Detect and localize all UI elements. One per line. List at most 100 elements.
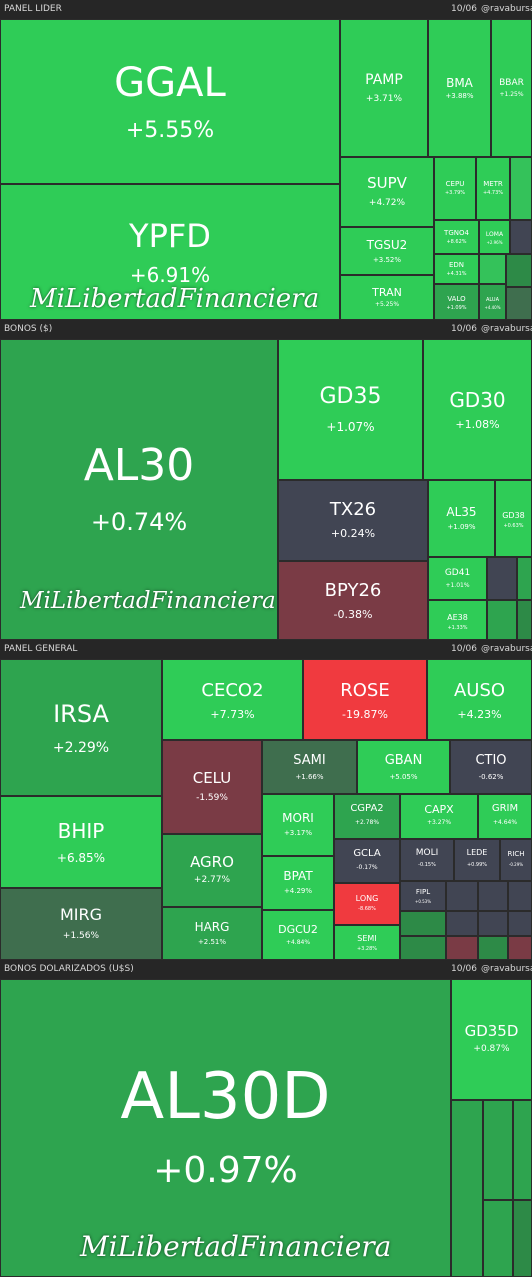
tile-celu[interactable]: CELU -1.59% <box>162 740 262 834</box>
tile-gd38[interactable]: GD38 +0.63% <box>495 480 532 557</box>
tile-capx[interactable]: CAPX +3.27% <box>400 794 478 839</box>
tile-alua[interactable]: ALUA +4.40% <box>479 284 506 320</box>
tile-small[interactable] <box>483 1200 513 1277</box>
panel-header: PANEL LIDER 10/06 @ravabursatil <box>0 0 532 19</box>
tile-loma[interactable]: LOMA +2.96% <box>479 220 510 254</box>
tile-small[interactable] <box>487 557 517 600</box>
panel-general: PANEL GENERAL 10/06 @ravabursatil IRSA +… <box>0 640 532 960</box>
tile-small[interactable] <box>400 911 446 936</box>
tile-bbar[interactable]: BBAR +1.25% <box>491 19 532 157</box>
tile-auso[interactable]: AUSO +4.23% <box>427 659 532 740</box>
tile-ae38[interactable]: AE38 +1.33% <box>428 600 487 640</box>
tile-ticker: AUSO <box>453 680 506 701</box>
tile-rich[interactable]: RICH -0.29% <box>500 839 532 881</box>
tile-small[interactable] <box>483 1100 513 1200</box>
tile-small[interactable] <box>400 936 446 960</box>
tile-mori[interactable]: MORI +3.17% <box>262 794 334 856</box>
tile-small[interactable] <box>517 557 532 600</box>
tile-mirg[interactable]: MIRG +1.56% <box>0 888 162 960</box>
tile-agro[interactable]: AGRO +2.77% <box>162 834 262 907</box>
tile-bhip[interactable]: BHIP +6.85% <box>0 796 162 888</box>
tile-edn[interactable]: EDN +4.31% <box>434 254 479 284</box>
tile-bpat[interactable]: BPAT +4.29% <box>262 856 334 910</box>
tile-small[interactable] <box>478 881 508 911</box>
tile-fipl[interactable]: FIPL +0.53% <box>400 881 446 911</box>
tile-small[interactable] <box>510 220 532 254</box>
tile-tgno4[interactable]: TGNO4 +8.62% <box>434 220 479 254</box>
tile-gd41[interactable]: GD41 +1.01% <box>428 557 487 600</box>
heatmap-area: GGAL +5.55% YPFD +6.91% PAMP +3.71% BMA … <box>0 19 532 320</box>
tile-al35[interactable]: AL35 +1.09% <box>428 480 495 557</box>
tile-gd30[interactable]: GD30 +1.08% <box>423 339 532 480</box>
tile-tran[interactable]: TRAN +5.25% <box>340 275 434 320</box>
panel-date: 10/06 <box>451 964 477 974</box>
panel-title: BONOS ($) <box>4 324 53 334</box>
tile-ticker: GD35 <box>319 384 382 409</box>
tile-ceco2[interactable]: CECO2 +7.73% <box>162 659 303 740</box>
tile-ticker: MIRG <box>59 905 103 924</box>
tile-dgcu2[interactable]: DGCU2 +4.84% <box>262 910 334 960</box>
tile-tx26[interactable]: TX26 +0.24% <box>278 480 428 561</box>
tile-al30[interactable]: AL30 +0.74% <box>0 339 278 640</box>
tile-rose[interactable]: ROSE -19.87% <box>303 659 427 740</box>
tile-ticker: AL30 <box>83 440 195 491</box>
tile-ticker: TRAN <box>372 286 402 299</box>
tile-moli[interactable]: MOLI -0.15% <box>400 839 454 881</box>
tile-irsa[interactable]: IRSA +2.29% <box>0 659 162 796</box>
tile-small[interactable] <box>506 254 532 287</box>
tile-ticker: BMA <box>446 76 473 90</box>
tile-ticker: CELU <box>192 769 232 787</box>
tile-harg[interactable]: HARG +2.51% <box>162 907 262 960</box>
tile-small[interactable] <box>506 287 532 320</box>
tile-tgsu2[interactable]: TGSU2 +3.52% <box>340 227 434 275</box>
tile-small[interactable] <box>487 600 517 640</box>
tile-change: +4.23% <box>457 708 502 721</box>
tile-metr[interactable]: METR +4.73% <box>476 157 510 220</box>
tile-pamp[interactable]: PAMP +3.71% <box>340 19 428 157</box>
tile-valo[interactable]: VALO +1.09% <box>434 284 479 320</box>
tile-ticker: HARG <box>194 920 230 934</box>
tile-bpy26[interactable]: BPY26 -0.38% <box>278 561 428 640</box>
tile-small[interactable] <box>517 600 532 640</box>
tile-sami[interactable]: SAMI +1.66% <box>262 740 357 794</box>
tile-change: +4.29% <box>283 887 313 895</box>
tile-supv[interactable]: SUPV +4.72% <box>340 157 434 227</box>
tile-gd35[interactable]: GD35 +1.07% <box>278 339 423 480</box>
tile-small[interactable] <box>508 881 532 911</box>
tile-small[interactable] <box>513 1200 532 1277</box>
tile-cepu[interactable]: CEPU +3.79% <box>434 157 476 220</box>
tile-grim[interactable]: GRIM +4.64% <box>478 794 532 839</box>
tile-ticker: SUPV <box>367 174 407 192</box>
tile-small[interactable] <box>478 911 508 936</box>
tile-ggal[interactable]: GGAL +5.55% <box>0 19 340 184</box>
tile-ticker: BHIP <box>57 819 105 843</box>
tile-semi[interactable]: SEMI +3.28% <box>334 925 400 960</box>
tile-small[interactable] <box>446 881 478 911</box>
tile-small[interactable] <box>508 936 532 960</box>
tile-small[interactable] <box>479 254 506 284</box>
tile-gban[interactable]: GBAN +5.05% <box>357 740 450 794</box>
tile-cgpa2[interactable]: CGPA2 +2.78% <box>334 794 400 839</box>
tile-change: -0.62% <box>478 773 504 781</box>
panel-title: PANEL GENERAL <box>4 644 78 654</box>
tile-ticker: AGRO <box>190 853 234 871</box>
tile-ypfd[interactable]: YPFD +6.91% <box>0 184 340 320</box>
tile-ctio[interactable]: CTIO -0.62% <box>450 740 532 794</box>
tile-ticker: AL30D <box>120 1060 331 1134</box>
tile-long[interactable]: LONG -8.68% <box>334 883 400 925</box>
tile-ticker: MORI <box>282 811 314 825</box>
tile-al30d[interactable]: AL30D +0.97% <box>0 979 451 1277</box>
tile-small[interactable] <box>451 1100 483 1277</box>
tile-small[interactable] <box>508 911 532 936</box>
tile-small[interactable] <box>446 911 478 936</box>
tile-small[interactable] <box>478 936 508 960</box>
tile-gcla[interactable]: GCLA -0.17% <box>334 839 400 883</box>
tile-gd35d[interactable]: GD35D +0.87% <box>451 979 532 1100</box>
tile-change: -19.87% <box>342 708 388 721</box>
tile-bma[interactable]: BMA +3.88% <box>428 19 491 157</box>
tile-small[interactable] <box>513 1100 532 1200</box>
tile-small[interactable] <box>510 157 532 220</box>
tile-lede[interactable]: LEDE +0.99% <box>454 839 500 881</box>
panel-date: 10/06 <box>451 4 477 14</box>
tile-small[interactable] <box>446 936 478 960</box>
